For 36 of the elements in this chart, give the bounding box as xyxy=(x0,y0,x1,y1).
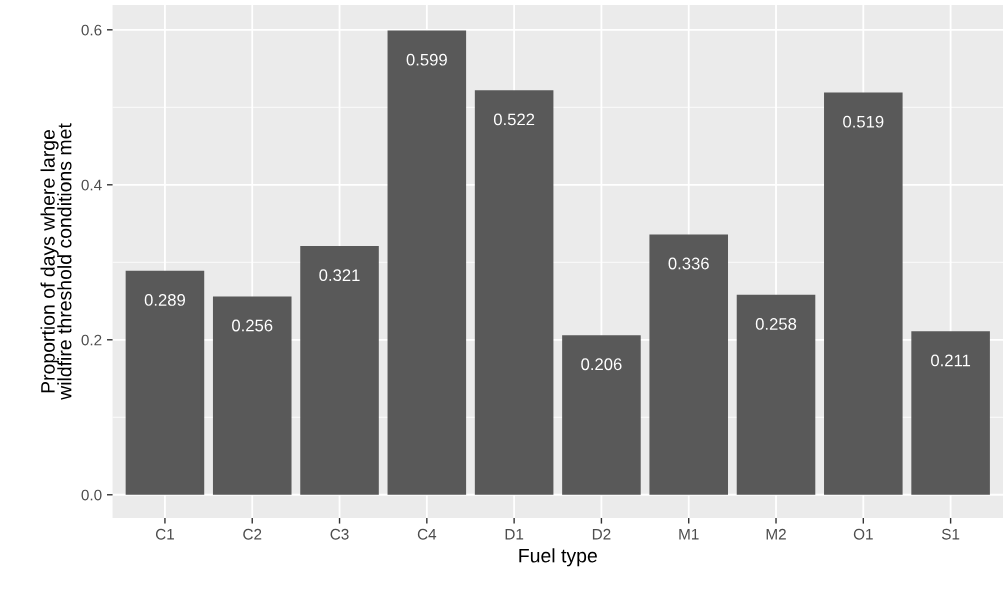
data-label: 0.522 xyxy=(493,113,535,126)
bar xyxy=(212,296,292,495)
data-label: 0.206 xyxy=(581,358,622,371)
data-label: 0.321 xyxy=(319,269,360,282)
bar xyxy=(125,270,205,495)
x-tick-label: M1 xyxy=(679,529,699,540)
data-label: 0.211 xyxy=(931,354,971,367)
data-label: 0.289 xyxy=(144,294,185,306)
data-label: 0.336 xyxy=(668,257,709,270)
x-tick-label: C1 xyxy=(155,528,174,540)
data-label: 0.258 xyxy=(755,318,797,330)
x-tick-label: C3 xyxy=(330,528,349,540)
x-tick-label: C4 xyxy=(417,528,437,540)
x-axis-title: Fuel type xyxy=(519,548,597,567)
bar xyxy=(736,294,816,495)
y-tick-label: 0.4 xyxy=(81,179,102,191)
y-tick-label: 0.6 xyxy=(81,24,102,36)
bar xyxy=(474,90,554,495)
x-tick-label: M2 xyxy=(766,528,786,540)
bar xyxy=(300,246,379,495)
y-tick-label: 0.2 xyxy=(81,334,102,346)
bar xyxy=(562,335,641,495)
data-label: 0.519 xyxy=(843,115,884,128)
x-tick-label: O1 xyxy=(853,528,873,540)
data-label: 0.256 xyxy=(232,319,273,332)
y-axis-title: Proportion of days where large wildfire threshold conditions met xyxy=(40,123,72,400)
bar xyxy=(387,30,467,495)
x-tick-label: C2 xyxy=(243,528,262,540)
y-tick-label: 0.0 xyxy=(81,489,102,501)
x-tick-label: D1 xyxy=(505,529,524,540)
bar xyxy=(911,331,990,495)
bar xyxy=(824,92,903,495)
data-label: 0.599 xyxy=(406,53,447,66)
x-tick-label: S1 xyxy=(941,528,960,540)
x-tick-label: D2 xyxy=(592,528,611,540)
bar xyxy=(649,234,728,495)
